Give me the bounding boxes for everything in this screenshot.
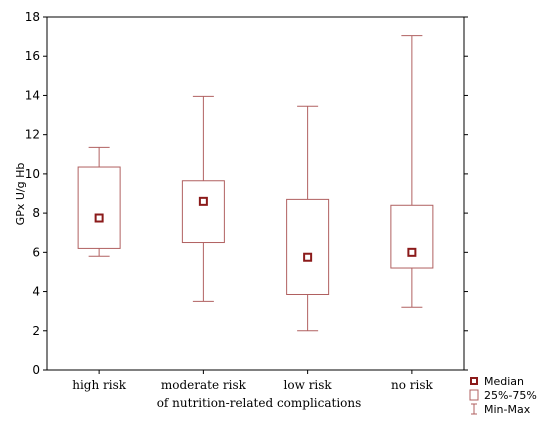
plot-frame: [46, 16, 465, 371]
legend-median-symbol: [470, 377, 478, 385]
x-tick-label: low risk: [284, 378, 333, 392]
y-tick-label: 4: [32, 285, 40, 299]
y-tick-label: 18: [25, 10, 40, 24]
boxes: [77, 35, 434, 332]
iqr-box: [77, 166, 121, 249]
y-tick-label: 14: [25, 88, 40, 102]
y-tick-label: 8: [32, 206, 40, 220]
x-tick-label: no risk: [391, 378, 434, 392]
legend-item: Median: [470, 375, 524, 388]
legend-label: Median: [484, 375, 524, 388]
legend-label: Min-Max: [484, 403, 531, 416]
iqr-box: [390, 204, 434, 269]
y-tick-label: 2: [32, 324, 40, 338]
y-tick-label: 10: [25, 167, 40, 181]
y-axis-title: GPx U/g Hb: [14, 163, 27, 226]
y-tick-label: 6: [32, 245, 40, 259]
box-group: [390, 35, 434, 308]
iqr-box: [286, 198, 330, 295]
iqr-box: [181, 180, 225, 244]
x-tick-label: high risk: [72, 378, 127, 392]
median-marker: [303, 252, 313, 262]
median-marker: [94, 213, 104, 223]
box-group: [181, 95, 225, 302]
axes: 0 2 4 6 8 10 12 14 16 18 high risk moderate risk low…: [25, 10, 468, 392]
legend-label: 25%-75%: [484, 389, 537, 402]
median-marker: [198, 196, 208, 206]
median-marker: [407, 247, 417, 257]
legend-item: 25%-75%: [469, 389, 537, 402]
y-tick-label: 16: [25, 49, 40, 63]
legend-box-symbol: [469, 389, 479, 401]
y-tick-label: 0: [32, 363, 40, 377]
legend-item: Min-Max: [471, 403, 531, 416]
y-tick-label: 12: [25, 128, 40, 142]
x-axis-title: of nutrition-related complications: [157, 396, 362, 410]
x-tick-label: moderate risk: [161, 378, 247, 392]
box-group: [286, 105, 330, 332]
box-group: [77, 146, 121, 257]
